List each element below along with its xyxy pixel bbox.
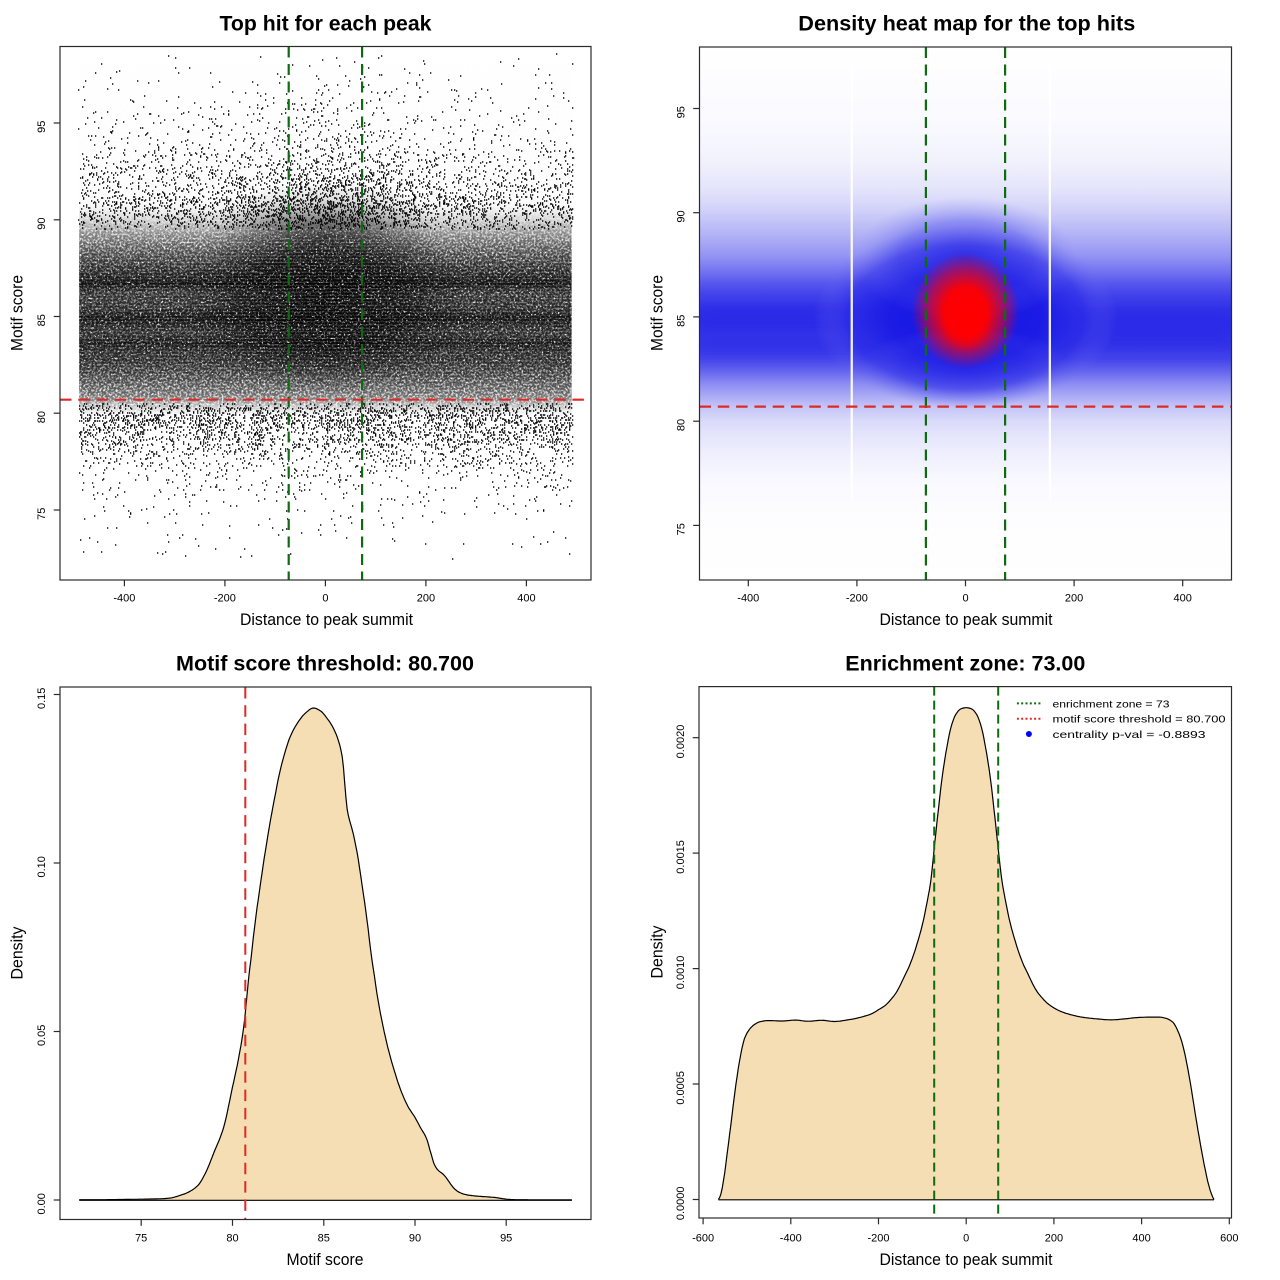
svg-text:400: 400 xyxy=(1174,593,1192,605)
svg-text:90: 90 xyxy=(409,1232,421,1244)
svg-text:Motif score: Motif score xyxy=(287,1251,364,1269)
svg-text:400: 400 xyxy=(1132,1232,1150,1244)
svg-text:motif score threshold = 80.700: motif score threshold = 80.700 xyxy=(1053,715,1226,726)
svg-text:Top hit for each peak: Top hit for each peak xyxy=(220,11,433,36)
svg-text:600: 600 xyxy=(1220,1232,1238,1244)
svg-text:90: 90 xyxy=(676,210,688,222)
svg-text:Density heat map for the top h: Density heat map for the top hits xyxy=(798,11,1135,36)
svg-text:400: 400 xyxy=(517,593,535,605)
svg-text:85: 85 xyxy=(676,315,688,327)
svg-text:-400: -400 xyxy=(113,593,135,605)
svg-text:centrality p-val = -0.8893: centrality p-val = -0.8893 xyxy=(1053,730,1206,741)
svg-text:95: 95 xyxy=(500,1232,512,1244)
svg-text:95: 95 xyxy=(676,106,688,118)
svg-text:75: 75 xyxy=(36,508,48,520)
svg-text:Motif score threshold: 80.700: Motif score threshold: 80.700 xyxy=(176,651,474,676)
svg-text:Density: Density xyxy=(649,925,667,979)
svg-text:0.15: 0.15 xyxy=(36,688,48,709)
svg-text:Enrichment zone: 73.00: Enrichment zone: 73.00 xyxy=(845,651,1085,676)
svg-text:80: 80 xyxy=(676,419,688,431)
svg-text:200: 200 xyxy=(417,593,435,605)
svg-text:80: 80 xyxy=(36,411,48,423)
svg-text:-400: -400 xyxy=(780,1232,802,1244)
svg-text:0.0010: 0.0010 xyxy=(675,956,687,990)
svg-text:0.05: 0.05 xyxy=(36,1025,48,1046)
svg-text:95: 95 xyxy=(36,121,48,133)
svg-text:-200: -200 xyxy=(846,593,868,605)
svg-text:-200: -200 xyxy=(867,1232,889,1244)
svg-text:75: 75 xyxy=(676,523,688,535)
svg-text:0.0000: 0.0000 xyxy=(675,1186,687,1220)
svg-text:-200: -200 xyxy=(214,593,236,605)
svg-text:-600: -600 xyxy=(692,1232,714,1244)
svg-text:0.10: 0.10 xyxy=(36,856,48,877)
svg-text:80: 80 xyxy=(226,1232,238,1244)
svg-text:Motif score: Motif score xyxy=(649,275,667,351)
svg-text:75: 75 xyxy=(135,1232,147,1244)
svg-text:85: 85 xyxy=(36,314,48,326)
svg-text:Density: Density xyxy=(9,926,27,980)
svg-text:Distance to peak summit: Distance to peak summit xyxy=(880,611,1053,629)
svg-text:0: 0 xyxy=(322,593,328,605)
svg-text:enrichment zone = 73: enrichment zone = 73 xyxy=(1053,699,1170,710)
svg-text:90: 90 xyxy=(36,217,48,229)
svg-text:Distance to peak summit: Distance to peak summit xyxy=(880,1251,1053,1269)
svg-text:Distance to peak summit: Distance to peak summit xyxy=(240,611,413,629)
svg-text:0.00: 0.00 xyxy=(36,1193,48,1214)
svg-text:85: 85 xyxy=(318,1232,330,1244)
svg-text:0: 0 xyxy=(963,1232,969,1244)
svg-text:Motif score: Motif score xyxy=(9,275,27,351)
svg-text:0.0015: 0.0015 xyxy=(675,840,687,874)
svg-text:0.0020: 0.0020 xyxy=(675,725,687,759)
svg-text:200: 200 xyxy=(1045,1232,1063,1244)
svg-text:-400: -400 xyxy=(737,593,759,605)
svg-text:200: 200 xyxy=(1065,593,1083,605)
svg-text:0.0005: 0.0005 xyxy=(675,1071,687,1105)
svg-text:0: 0 xyxy=(962,593,968,605)
